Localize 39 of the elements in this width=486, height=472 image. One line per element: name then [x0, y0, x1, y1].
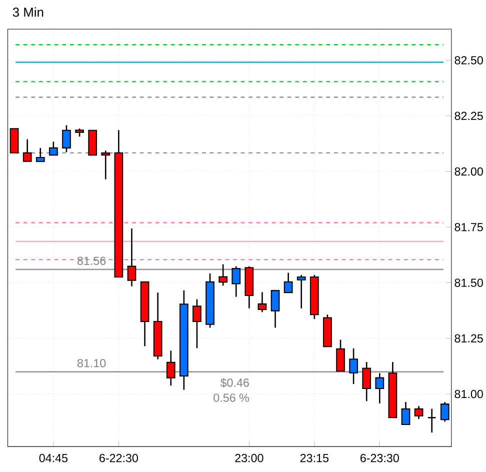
candlestick: [36, 147, 45, 162]
candlestick: [270, 290, 280, 328]
annotation: 81.10: [77, 359, 106, 368]
candlestick: [440, 402, 450, 422]
y-tick-label: 82.25: [454, 112, 483, 120]
candlestick: [101, 150, 110, 180]
y-tick-label: 81.00: [454, 390, 483, 398]
x-tick-label: 23:15: [300, 454, 328, 462]
y-tick-label: 81.75: [454, 223, 483, 232]
candlestick: [401, 402, 410, 426]
candlestick: [258, 292, 267, 313]
candlestick: [49, 141, 58, 156]
candlestick: [375, 372, 384, 404]
candlestick: [414, 406, 424, 420]
x-tick-label: 23:00: [235, 454, 264, 462]
candlestick: [284, 272, 293, 294]
y-tick-label: 81.50: [454, 278, 483, 288]
candlestick: [192, 298, 202, 349]
candlestick: [349, 348, 358, 385]
y-tick-label: 82.00: [454, 167, 483, 176]
candlestick: [427, 408, 436, 434]
candlestick: [232, 266, 241, 298]
annotation: 81.56: [77, 256, 106, 266]
candlestick: [362, 361, 372, 402]
candlestick: [127, 228, 136, 288]
candlestick: [218, 264, 228, 286]
x-tick-label: 04:45: [39, 454, 68, 462]
annotation: $0.46: [220, 378, 249, 388]
candlestick: [296, 274, 306, 310]
annotation: 0.56 %: [214, 394, 249, 402]
chart-title: 3 Min: [12, 7, 44, 17]
y-tick-label: 82.50: [454, 56, 483, 64]
candlestick: [336, 339, 345, 372]
candlestick: [22, 138, 32, 162]
x-tick-label: 6-22:30: [100, 454, 138, 462]
candlestick: [62, 124, 71, 153]
candlestick: [166, 350, 176, 386]
x-tick-label: 6-23:30: [360, 454, 399, 462]
y-tick-label: 81.25: [454, 334, 483, 343]
